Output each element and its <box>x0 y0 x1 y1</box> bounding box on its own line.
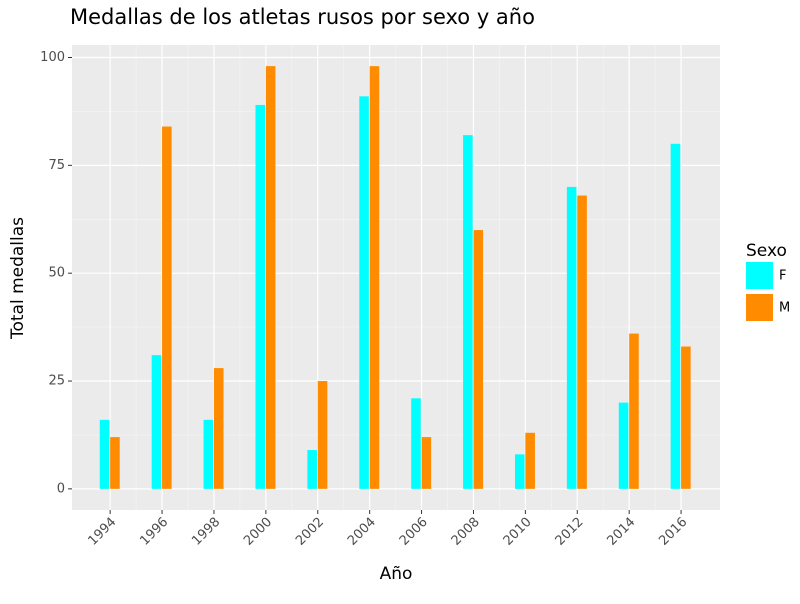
x-tick-label: 2000 <box>241 515 275 549</box>
bar <box>463 135 473 489</box>
y-tick-label: 100 <box>40 50 65 65</box>
bar <box>203 419 214 489</box>
x-tick-label: 2016 <box>656 515 690 549</box>
legend-label: M <box>779 301 790 316</box>
panel <box>72 45 720 510</box>
x-tick-label: 2012 <box>553 515 587 549</box>
bar <box>525 432 535 489</box>
x-tick-label: 2004 <box>345 515 379 549</box>
x-axis-label: Año <box>380 564 413 584</box>
bar <box>566 186 577 489</box>
x-tick-label: 2008 <box>449 515 483 549</box>
bar <box>681 346 691 489</box>
bar <box>618 402 629 489</box>
bar <box>265 66 276 489</box>
bar <box>421 437 432 489</box>
legend-swatch <box>746 262 773 289</box>
y-axis-label: Total medallas <box>8 217 28 340</box>
bar <box>317 381 328 489</box>
y-tick-label: 0 <box>57 481 65 496</box>
bar <box>514 454 525 489</box>
bar <box>307 450 317 489</box>
x-tick-label: 1996 <box>137 515 171 549</box>
y-tick-label: 25 <box>48 374 65 389</box>
bar <box>213 368 224 489</box>
bar <box>110 437 120 489</box>
legend-label: F <box>779 269 786 284</box>
bar <box>255 104 266 489</box>
chart-title: Medallas de los atletas rusos por sexo y… <box>70 5 535 29</box>
bar <box>162 126 172 489</box>
legend-title: Sexo <box>746 241 787 261</box>
bar <box>151 355 162 489</box>
bar <box>411 398 421 489</box>
bar <box>369 66 380 489</box>
bar <box>473 230 484 489</box>
bar <box>99 419 110 489</box>
x-tick-label: 1994 <box>85 515 119 549</box>
x-tick-label: 2002 <box>293 515 327 549</box>
y-tick-label: 75 <box>48 158 65 173</box>
x-tick-label: 2014 <box>604 515 638 549</box>
bar <box>670 143 681 489</box>
marks <box>99 66 691 489</box>
x-tick-label: 2006 <box>397 515 431 549</box>
x-tick-label: 1998 <box>189 515 223 549</box>
legend-swatch <box>746 294 773 321</box>
bar <box>359 96 369 489</box>
x-tick-label: 2010 <box>501 515 535 549</box>
bar <box>629 333 639 489</box>
y-tick-label: 50 <box>48 266 65 281</box>
bar <box>577 195 587 489</box>
